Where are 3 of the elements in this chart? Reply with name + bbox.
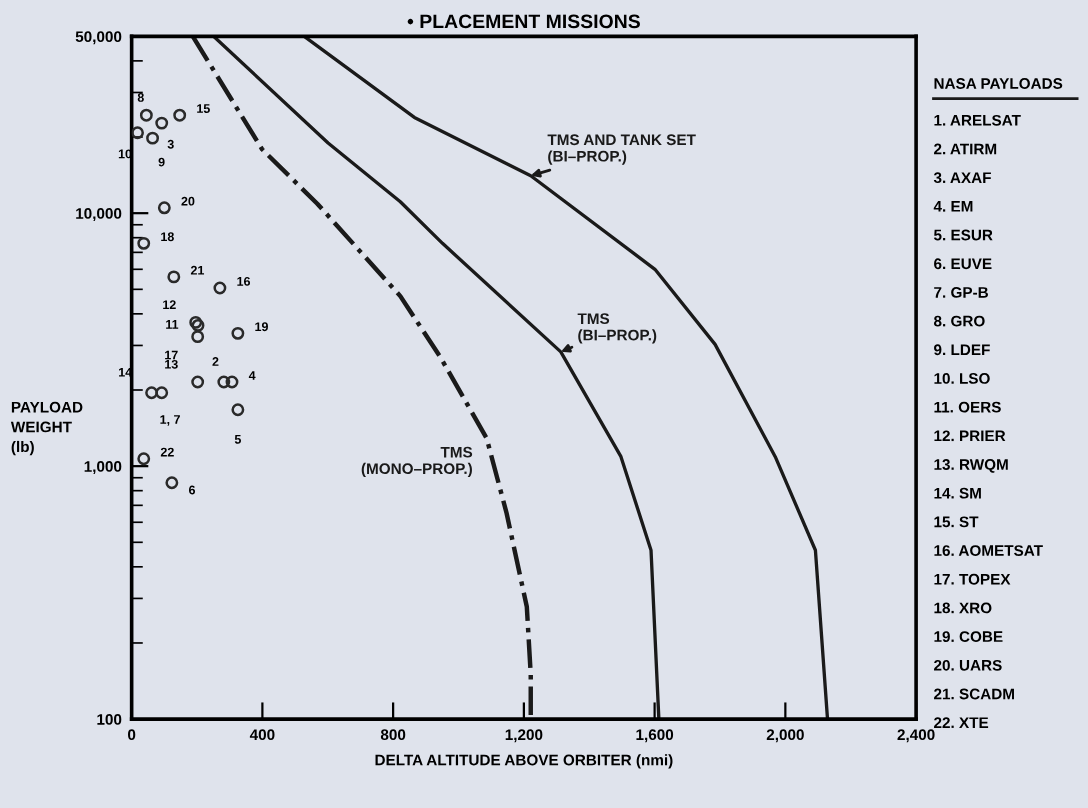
line-series: [212, 36, 661, 720]
line-series: [302, 36, 830, 720]
chart-title: • PLACEMENT MISSIONS: [407, 14, 640, 29]
